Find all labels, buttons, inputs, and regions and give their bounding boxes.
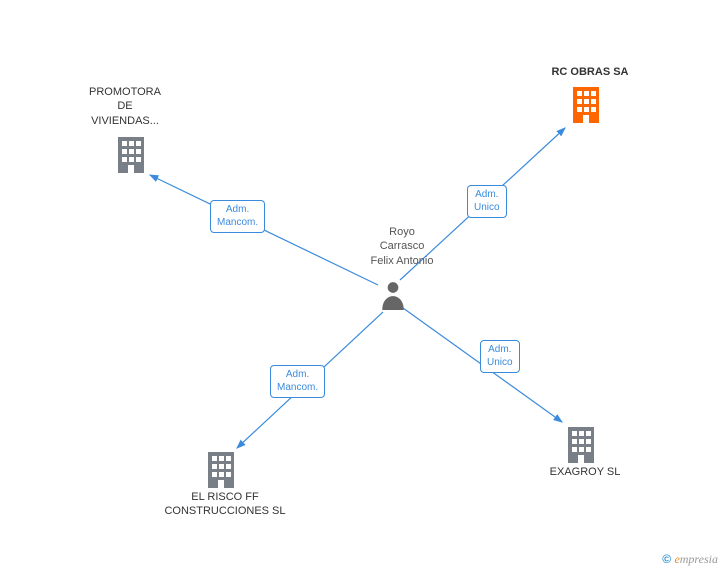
brand-rest: mpresia <box>680 552 718 566</box>
node-label-elrisco: EL RISCO FF CONSTRUCCIONES SL <box>150 490 300 519</box>
node-label-line: EL RISCO FF <box>191 491 258 503</box>
node-label-line: VIVIENDAS... <box>91 115 159 127</box>
center-node-label: Royo Carrasco Felix Antonio <box>362 225 442 268</box>
edge-label: Adm. Mancom. <box>270 365 325 398</box>
edge-label-line: Adm. <box>286 369 309 380</box>
edge-label-line: Adm. <box>226 204 249 215</box>
building-icon <box>115 135 147 173</box>
node-label-line: CONSTRUCCIONES SL <box>164 505 285 517</box>
center-label-line1: Royo <box>389 226 415 238</box>
building-icon <box>205 450 237 488</box>
watermark: © empresia <box>662 552 718 567</box>
center-label-line2: Carrasco <box>380 240 425 252</box>
copyright-symbol: © <box>662 552 671 566</box>
building-icon <box>565 425 597 463</box>
node-label-line: DE <box>117 100 132 112</box>
building-icon <box>570 85 602 123</box>
edge-label: Adm. Mancom. <box>210 200 265 233</box>
node-label-line: RC OBRAS SA <box>551 66 628 78</box>
edge-label-line: Adm. <box>475 189 498 200</box>
center-label-line3: Felix Antonio <box>371 255 434 267</box>
node-label-rcobras: RC OBRAS SA <box>535 65 645 79</box>
node-label-promotora: PROMOTORA DE VIVIENDAS... <box>80 85 170 128</box>
node-label-exagroy: EXAGROY SL <box>540 465 630 479</box>
person-icon <box>380 280 406 310</box>
edge-label-line: Adm. <box>488 344 511 355</box>
edge-label-line: Mancom. <box>217 217 258 228</box>
edge-label-line: Unico <box>474 202 500 213</box>
edge-label-line: Mancom. <box>277 382 318 393</box>
edge-label: Adm. Unico <box>467 185 507 218</box>
edge-label-line: Unico <box>487 357 513 368</box>
node-label-line: EXAGROY SL <box>550 466 621 478</box>
node-label-line: PROMOTORA <box>89 86 161 98</box>
edge-label: Adm. Unico <box>480 340 520 373</box>
